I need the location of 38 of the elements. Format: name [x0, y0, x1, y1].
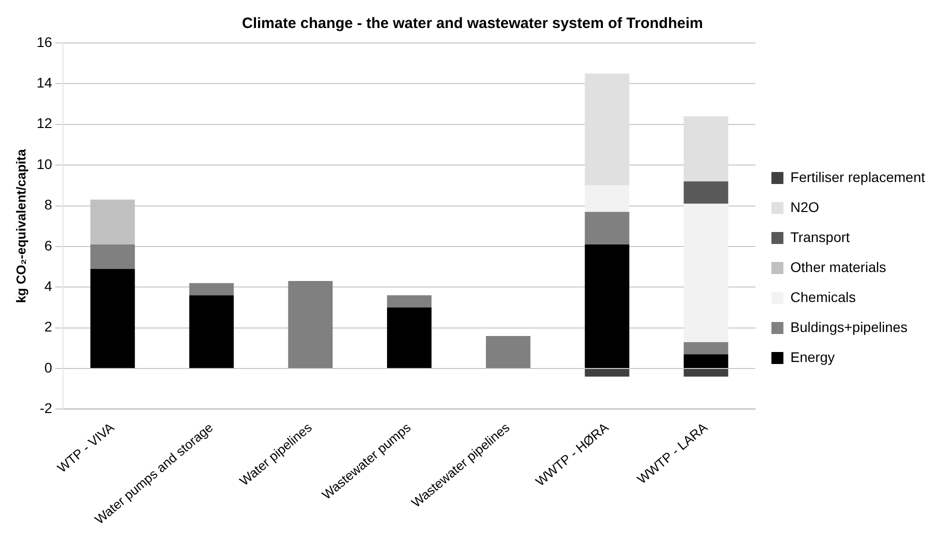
- bar: [90, 244, 135, 269]
- bar: [584, 185, 630, 212]
- bar: [387, 307, 432, 368]
- legend-label: Buldings+pipelines: [790, 318, 908, 335]
- y-tick-label: 8: [44, 196, 52, 213]
- y-tick-label: 16: [36, 34, 52, 50]
- legend-label: Fertiliser replacement: [790, 168, 926, 185]
- chart-title: Climate change - the water and wastewater system of Trondheim: [242, 15, 703, 32]
- bar: [387, 295, 432, 308]
- y-tick-label: 14: [36, 74, 52, 91]
- legend-label: N2O: [790, 198, 820, 215]
- bar: [189, 295, 234, 368]
- bar: [684, 204, 728, 342]
- bar: [584, 369, 630, 377]
- bar: [684, 342, 728, 354]
- y-tick-label: 4: [44, 278, 52, 294]
- y-tick-label: 10: [36, 156, 52, 172]
- bar: [486, 336, 530, 368]
- bar: [584, 244, 630, 368]
- legend-label: Other materials: [790, 258, 886, 275]
- bar: [684, 181, 728, 204]
- bar: [684, 369, 728, 377]
- y-tick-label: 6: [44, 237, 52, 254]
- y-tick-label: 2: [44, 318, 52, 335]
- y-tick-label: -2: [40, 400, 52, 416]
- bar: [584, 74, 630, 186]
- bar: [189, 283, 234, 296]
- legend-label: Transport: [790, 228, 850, 245]
- bar: [584, 212, 630, 244]
- legend-label: Energy: [790, 348, 835, 365]
- y-axis-title: kg CO₂-equivalent/capita: [13, 148, 28, 304]
- legend-label: Chemicals: [790, 288, 856, 305]
- bar: [90, 268, 135, 368]
- bar: [288, 281, 333, 368]
- bar: [684, 116, 728, 182]
- y-tick-label: 12: [36, 115, 52, 132]
- y-tick-label: 0: [44, 359, 52, 376]
- bar: [684, 354, 728, 368]
